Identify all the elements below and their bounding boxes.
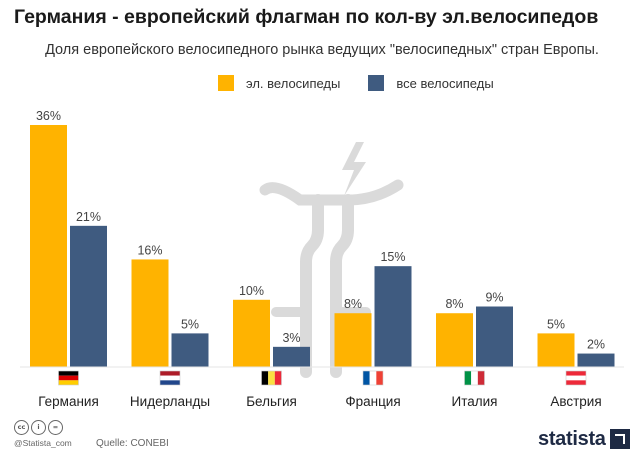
legend-item-all: все велосипеды [368,75,494,91]
cc-license: cc i = [14,420,174,435]
data-label-all-3: 15% [380,250,405,264]
bar-all-1 [171,333,209,367]
legend-item-ebike: эл. велосипеды [218,75,340,91]
category-label-1: Нидерланды [130,394,210,409]
flag-stripe [471,371,478,385]
flag-stripe [268,371,275,385]
data-label-all-2: 3% [282,331,300,345]
flag-stripe [160,380,180,385]
flag-border [362,370,384,386]
legend-label-ebike: эл. велосипеды [246,75,341,91]
flag-stripe [566,380,586,385]
legend: эл. велосипеды все велосипеды [218,74,522,92]
chart-title: Германия - европейский флагман по кол-ву… [14,6,599,28]
statista-wordmark: statista [538,427,606,450]
flag-stripe [566,371,586,376]
bar-ebike-4 [436,313,473,367]
category-label-0: Германия [38,394,99,409]
bar-all-5 [577,353,615,367]
flag-border [58,370,79,386]
flag-border [565,370,587,386]
data-label-all-0: 21% [76,210,101,224]
flag-stripe [58,380,79,385]
data-label-all-4: 9% [485,291,503,305]
bar-ebike-2 [233,299,270,367]
bar-ebike-3 [334,313,372,367]
legend-label-all: все велосипеды [396,75,494,91]
bar-ebike-5 [537,333,575,367]
flag-stripe [274,371,282,385]
flag-stripe [160,375,180,381]
cc-icon: cc [14,420,29,435]
statista-handle: @Statista_com [14,438,72,448]
flag-germany-icon [58,370,79,386]
bar-all-3 [374,266,412,367]
chart-subtitle: Доля европейского велосипедного рынка ве… [45,42,599,58]
bar-ebike-1 [131,259,169,367]
flag-italy-icon [464,370,485,386]
category-label-2: Бельгия [246,394,297,409]
legend-swatch-ebike [218,75,234,91]
flag-stripe [477,371,485,385]
flag-stripe [566,375,586,381]
flag-stripe [160,371,180,376]
flag-border [261,370,282,386]
flag-netherlands-icon [159,370,181,386]
flag-belgium-icon [261,370,282,386]
data-label-ebike-4: 8% [445,297,463,311]
bar-all-0 [70,225,107,367]
flag-stripe [376,371,383,385]
flag-border [159,370,181,386]
flag-stripe [58,371,79,376]
footer-credits: cc i = @Statista_com [14,420,174,454]
bar-all-4 [476,306,513,367]
flag-france-icon [362,370,384,386]
data-label-ebike-1: 16% [137,243,162,257]
source-note[interactable]: Quelle: CONEBI [96,438,169,449]
flag-stripe [363,371,370,385]
flag-stripe [369,371,377,385]
data-label-all-1: 5% [181,317,199,331]
category-label-3: Франция [345,394,400,409]
data-label-ebike-3: 8% [344,297,362,311]
category-label-5: Австрия [550,394,601,409]
flag-border [464,370,485,386]
data-label-ebike-0: 36% [36,109,61,123]
bar-ebike-0 [30,125,67,367]
legend-swatch-all [368,75,385,91]
equal-icon: = [48,420,63,435]
data-label-all-5: 2% [587,338,605,352]
bicycle-watermark-icon [259,142,404,378]
bar-all-2 [273,346,310,367]
statista-arrow-icon [609,429,630,449]
flag-stripe [261,371,269,385]
data-label-ebike-5: 5% [547,317,565,331]
category-label-4: Италия [452,394,498,409]
statista-logo[interactable]: statista [538,426,630,452]
attribution-icon: i [31,420,46,435]
data-label-ebike-2: 10% [239,284,264,298]
flag-austria-icon [565,370,587,386]
flag-stripe [58,375,79,381]
flag-stripe [464,371,472,385]
